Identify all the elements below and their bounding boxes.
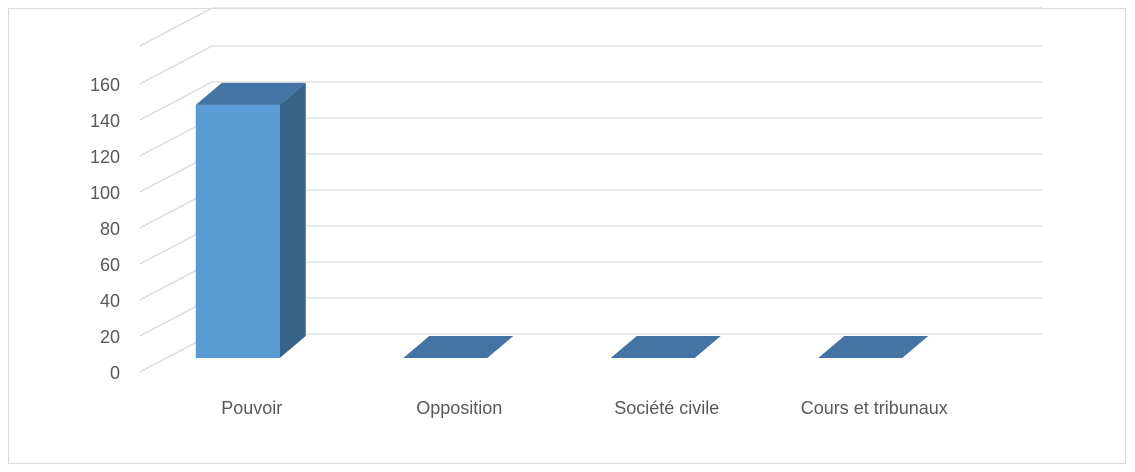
y-tick-label: 120 (90, 147, 120, 167)
y-tick-label: 100 (90, 183, 120, 203)
bars (195, 82, 929, 358)
bar-top (195, 82, 306, 105)
x-category-label: Pouvoir (221, 398, 282, 418)
y-tick-label: 160 (90, 75, 120, 95)
y-tick-label: 80 (100, 219, 120, 239)
bar-front (195, 104, 280, 358)
gridline-side (139, 7, 213, 47)
y-tick-label: 20 (100, 327, 120, 347)
y-axis-ticks: 0 20 40 60 80 100 120 140 160 (90, 75, 120, 383)
x-category-label: Opposition (416, 398, 502, 418)
y-tick-label: 40 (100, 291, 120, 311)
bar-3 (818, 336, 929, 358)
x-category-label: Société civile (614, 398, 719, 418)
bar-top (403, 336, 514, 358)
gridline-side (139, 45, 213, 85)
x-category-label: Cours et tribunaux (801, 398, 948, 418)
y-tick-label: 0 (110, 363, 120, 383)
bar-top (610, 336, 721, 358)
y-tick-label: 60 (100, 255, 120, 275)
bar-top (818, 336, 929, 358)
bar-1 (403, 336, 514, 358)
bar-0 (195, 82, 306, 358)
bar-2 (610, 336, 721, 358)
gridline-side (139, 81, 213, 121)
bar-side (279, 82, 306, 358)
x-axis-categories: Pouvoir Opposition Société civile Cours et … (221, 398, 948, 418)
y-tick-label: 140 (90, 111, 120, 131)
